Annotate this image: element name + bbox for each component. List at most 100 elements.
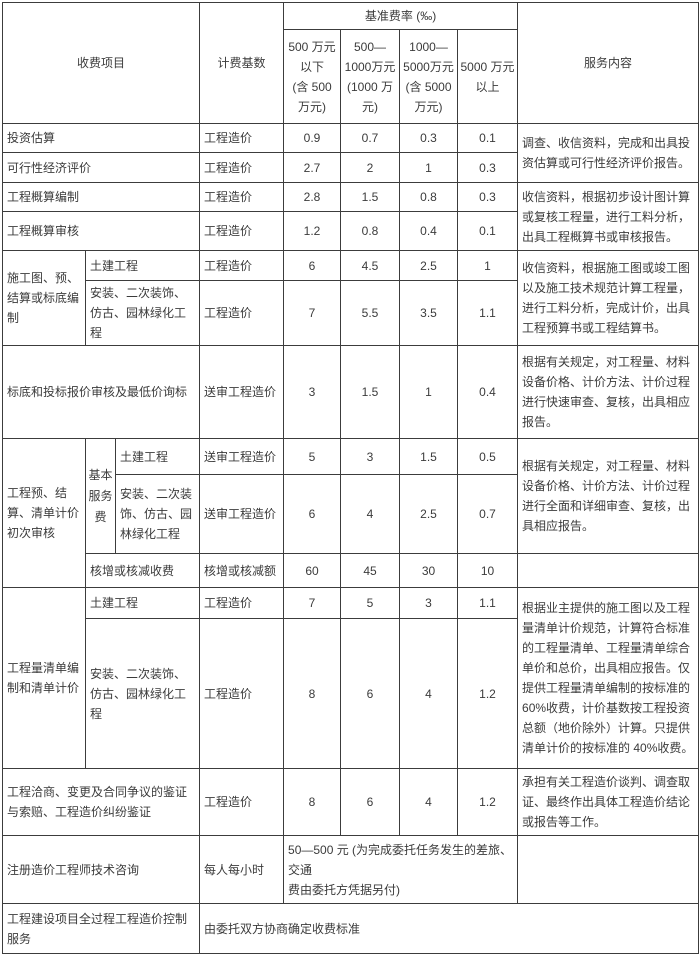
rate-value: 1.2 (457, 618, 519, 769)
service-content-header: 服务内容 (517, 2, 700, 124)
billing-base-cell: 工程造价 (199, 768, 285, 836)
table-row: 工程量清单编制和清单计价 土建工程 工程造价 7 5 3 1.1 根据业主提供的… (2, 587, 700, 769)
rate-value: 1.2 (457, 768, 519, 836)
rate-value: 5.5 (340, 280, 401, 346)
rate-value: 1.5 (340, 182, 401, 212)
rate-value: 10 (457, 553, 519, 588)
table-row: 标底和投标报价审核及最低价询标 送审工程造价 3 1.5 1 0.4 根据有关规… (1, 345, 700, 439)
rate-value: 0.8 (399, 182, 459, 212)
billing-base-cell: 工程造价 (199, 152, 285, 183)
fee-item-label: 工程建设项目全过程工程造价控制服务 (1, 903, 201, 954)
table-header-row-1: 收费项目 计费基数 基准费率 (‰) 服务内容 (1, 2, 700, 124)
rate-value: 6 (283, 250, 342, 281)
table-row: 安装、二次装饰、仿古、园林绿化工程 工程造价 8 6 4 1.2 (3, 618, 699, 769)
rate-value: 3 (399, 587, 459, 619)
service-content-cell: 承担有关工程造价谈判、调查取证、最终作出具体工程造价结论或报告等工作。 (517, 768, 700, 836)
rate-value: 6 (283, 474, 342, 554)
rate-tier-header: 1000— 5000万元 (含 5000 万元) (399, 29, 459, 124)
rate-value: 2.5 (399, 250, 459, 281)
billing-base-cell: 工程造价 (199, 123, 285, 153)
rate-value: 0.3 (457, 182, 519, 212)
rate-value: 3 (283, 345, 342, 439)
fee-item-label: 注册造价工程师技术咨询 (1, 835, 201, 904)
table-row: 工程概算编制 工程造价 2.8 1.5 0.8 0.3 收信资料，根据初步设计图… (1, 182, 700, 251)
service-content-cell: 收信资料，根据初步设计图计算或复核工程量，进行工料分析，出具工程概算书或审核报告… (517, 182, 700, 251)
table-row: 工程概算审核 工程造价 1.2 0.8 0.4 0.1 (1, 211, 699, 251)
fee-item-label: 安装、二次装饰、仿古、园林绿化工程 (114, 474, 201, 554)
rate-value: 3 (340, 438, 401, 475)
billing-base-cell: 核增或核减额 (199, 553, 285, 588)
rate-value: 0.8 (340, 211, 401, 251)
rate-value: 0.3 (457, 152, 519, 183)
service-content-cell: 根据有关规定，对工程量、材料设备价格、计价方法、计价过程进行快速审查、复核，出具… (517, 345, 700, 439)
rate-value: 7 (283, 280, 342, 346)
fee-item-label: 可行性经济评价 (1, 152, 201, 183)
rate-value: 8 (283, 618, 342, 769)
billing-base-cell: 工程造价 (199, 211, 285, 251)
rate-value: 4 (340, 474, 401, 554)
rate-tier-header: 500— 1000万元 (1000 万 元) (340, 29, 401, 124)
service-content-cell (517, 553, 700, 588)
rate-value: 1.1 (457, 587, 519, 619)
service-content-cell: 根据业主提供的施工图以及工程量清单计价规范，计算符合标准的工程量清单、工程量清单… (517, 587, 700, 769)
fee-item-label: 土建工程 (114, 438, 201, 475)
rate-value: 2.5 (399, 474, 459, 554)
rate-value: 1.5 (340, 345, 401, 439)
billing-base-cell: 工程造价 (199, 587, 285, 619)
rate-value: 8 (283, 768, 342, 836)
rate-tier-header: 500 万元 以下 (含 500 万元) (283, 29, 342, 124)
table-row: 工程预、结算、清单计价初次审核 基本服务费 土建工程 送审工程造价 5 3 1.… (2, 438, 700, 588)
table-row: 安装、二次装饰、仿古、园林绿化工程 送审工程造价 6 4 2.5 0.7 (3, 474, 699, 554)
note-cell: 50—500 元 (为完成委托任务发生的差旅、 交通 费由委托方凭据另付) (283, 835, 519, 904)
rate-value: 1 (399, 345, 459, 439)
rate-value: 0.4 (399, 211, 459, 251)
rate-value: 0.9 (283, 123, 342, 153)
table-row: 投资估算 工程造价 0.9 0.7 0.3 0.1 调查、收信资料，完成和出具投… (1, 123, 700, 183)
service-content-cell: 调查、收信资料，完成和出具投资估算或可行性经济评价报告。 (517, 123, 700, 183)
rate-value: 4 (399, 618, 459, 769)
rate-value: 0.1 (457, 211, 519, 251)
rate-value: 0.7 (457, 474, 519, 554)
fee-item-label: 安装、二次装饰、仿古、园林绿化工程 (84, 280, 201, 346)
fee-group-label: 工程预、结算、清单计价初次审核 (2, 438, 86, 588)
rate-value: 60 (283, 553, 342, 588)
billing-base-cell: 工程造价 (199, 618, 285, 769)
rate-value: 0.4 (457, 345, 519, 439)
fee-item-label: 工程洽商、变更及合同争议的鉴证与索赔、工程造价纠纷鉴证 (1, 768, 201, 836)
fee-item-label: 投资估算 (1, 123, 201, 153)
rate-value: 7 (283, 587, 342, 619)
rate-value: 5 (340, 587, 401, 619)
rate-value: 0.3 (399, 123, 459, 153)
billing-base-cell: 工程造价 (199, 250, 285, 281)
rate-value: 1.2 (283, 211, 342, 251)
fee-item-label: 安装、二次装饰、仿古、园林绿化工程 (84, 618, 201, 769)
fee-item-header: 收费项目 (1, 2, 201, 124)
subgroup-label: 基本服务费 (85, 438, 116, 554)
rate-value: 6 (340, 768, 401, 836)
fee-item-label: 工程概算编制 (1, 182, 201, 212)
rate-tier-header: 5000 万元 以上 (457, 29, 519, 124)
fee-item-label: 工程概算审核 (1, 211, 201, 251)
note-cell: 由委托双方协商确定收费标准 (199, 903, 700, 954)
rate-value: 1.5 (399, 438, 459, 475)
billing-base-cell: 送审工程造价 (199, 438, 285, 475)
fee-group-label: 施工图、预、结算或标底编制 (2, 250, 86, 346)
rate-value: 1.1 (457, 280, 519, 346)
service-content-cell (517, 835, 700, 904)
billing-base-header: 计费基数 (199, 2, 285, 124)
rate-value: 2.8 (283, 182, 342, 212)
fee-item-label: 土建工程 (84, 587, 201, 619)
table-header-row-2: 500 万元 以下 (含 500 万元) 500— 1000万元 (1000 万… (3, 29, 699, 124)
fee-item-label: 核增或核减收费 (84, 553, 201, 588)
billing-base-cell: 每人每小时 (199, 835, 285, 904)
table-row: 可行性经济评价 工程造价 2.7 2 1 0.3 (1, 152, 699, 183)
table-row: 核增或核减收费 核增或核减额 60 45 30 10 (3, 553, 700, 588)
base-rate-header: 基准费率 (‰) (283, 2, 519, 30)
rate-value: 1 (457, 250, 519, 281)
fee-item-label: 标底和投标报价审核及最低价询标 (1, 345, 201, 439)
table-row: 工程洽商、变更及合同争议的鉴证与索赔、工程造价纠纷鉴证 工程造价 8 6 4 1… (1, 768, 700, 836)
table-row: 注册造价工程师技术咨询 每人每小时 50—500 元 (为完成委托任务发生的差旅… (1, 835, 700, 904)
rate-value: 5 (283, 438, 342, 475)
billing-base-cell: 送审工程造价 (199, 345, 285, 439)
